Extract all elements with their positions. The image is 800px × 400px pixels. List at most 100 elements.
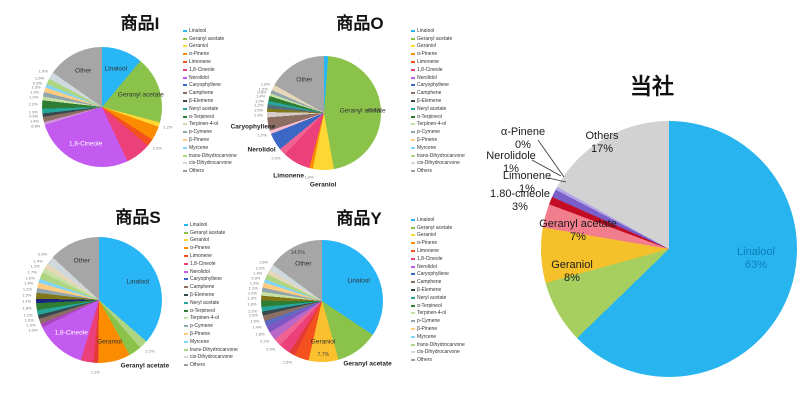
slice-label: Linalool — [104, 65, 128, 73]
slice-label: Geraniol — [97, 338, 122, 346]
minor-percent-label: 1.5% — [282, 359, 292, 365]
legend-item-label: Nerolidol — [417, 263, 437, 270]
legend-item-label: Linalool — [189, 27, 207, 34]
legend-item-label: β-Elemene — [190, 292, 215, 299]
slice-label: Other — [73, 257, 90, 265]
legend-item: Geranyl acetate — [411, 224, 483, 232]
minor-percent-label: 1.4% — [253, 270, 263, 276]
legend-item-label: Limonene — [417, 248, 439, 255]
legend-color-chip — [183, 37, 187, 40]
legend-product-i: Linalool Geranyl acetate Geraniol α-Pinene L… — [183, 27, 255, 175]
minor-percent-label: 1.4% — [256, 93, 266, 99]
minor-percent-label: 1.6% — [258, 259, 269, 265]
label-geranyl-acetate: Geranyl acetate 7% — [526, 218, 630, 243]
label-geraniol-pct: 8% — [564, 271, 580, 284]
legend-item: Camphene — [411, 278, 483, 286]
minor-percent-label: 1.0% — [304, 174, 314, 180]
legend-color-chip — [411, 296, 415, 299]
legend-color-chip — [184, 270, 188, 273]
legend-item: Linalool — [411, 216, 483, 224]
minor-percent-label: 1.8% — [22, 305, 32, 311]
legend-item: Limonene — [183, 58, 255, 66]
label-linalool-pct: 63% — [744, 258, 768, 271]
minor-percent-label: 0.8% — [257, 89, 267, 95]
minor-percent-label: 1.4% — [29, 118, 40, 124]
legend-color-chip — [411, 146, 415, 149]
legend-item: Limonene — [411, 58, 483, 66]
legend-item-label: α-Terpineol — [417, 302, 442, 309]
slice-label: Other — [75, 67, 92, 75]
label-alpha-pinene-name: α-Pinene — [500, 126, 546, 138]
minor-percent-label: 1.2% — [254, 102, 264, 108]
label-cineole-pct: 3% — [512, 200, 528, 213]
pie-product-s: Linalool 2.2% Geranyl acetate Geraniol 1.2% 1… — [22, 237, 169, 375]
minor-percent-label: 1.7% — [27, 269, 37, 275]
legend-item: β-Pinene — [411, 325, 483, 333]
legend-item-label: trans-Dihydrocarvone — [190, 346, 238, 353]
legend-color-chip — [183, 29, 187, 32]
label-nerolidole: Nerolidole 1% — [466, 150, 556, 175]
legend-color-chip — [411, 84, 415, 87]
legend-color-chip — [184, 223, 188, 226]
legend-item-label: cis-Dihydrocarvone — [417, 160, 460, 167]
label-linalool: Linalool 63% — [714, 246, 798, 271]
legend-item: Caryophyllene — [411, 82, 483, 90]
legend-item-label: Neryl acetate — [417, 294, 447, 301]
chart-title-product-i: 商品I — [120, 14, 160, 33]
legend-item: β-Elemene — [183, 97, 255, 105]
legend-color-chip — [184, 301, 188, 304]
minor-percent-label: 2.0% — [152, 145, 162, 151]
minor-percent-label: 1.5% — [22, 292, 32, 298]
label-cineole-name: 1.80-cineole — [490, 188, 550, 200]
legend-product-o: Linalool Geranyl acetate Geraniol α-Pinene L… — [411, 27, 483, 175]
label-others-pct: 17% — [590, 142, 614, 155]
label-limonene-pct: 1% — [519, 182, 535, 195]
legend-item: Caryophyllene — [411, 271, 483, 279]
slice-label: 1,8-Cineole — [68, 140, 103, 148]
legend-item: Camphene — [411, 89, 483, 97]
minor-percent-label: 0.9% — [29, 113, 39, 119]
legend-item: Camphene — [184, 283, 256, 291]
legend-item-label: Geraniol — [417, 43, 436, 50]
legend-product-s: Linalool Geranyl acetate Geraniol α-Pinene L… — [184, 221, 256, 369]
legend-item-label: 1,8-Cineole — [417, 66, 443, 73]
legend-item: Terpinen-4-ol — [411, 310, 483, 318]
legend-item: α-Pinene — [411, 239, 483, 247]
legend-item: Geraniol — [411, 232, 483, 240]
legend-color-chip — [411, 265, 415, 268]
legend-item-label: α-Terpineol — [417, 113, 442, 120]
legend-item-label: cis-Dihydrocarvone — [190, 354, 233, 361]
slice-label: Nerolidol — [247, 146, 276, 154]
legend-item-label: β-Pinene — [417, 326, 438, 333]
legend-item: p-Cymene — [411, 317, 483, 325]
legend-item: Limonene — [184, 252, 256, 260]
legend-color-chip — [184, 231, 188, 234]
legend-item: α-Terpineol — [184, 307, 256, 315]
legend-item-label: p-Cymene — [190, 323, 214, 330]
legend-color-chip — [184, 278, 188, 281]
label-limonene-name: Limonene — [502, 170, 552, 182]
legend-item-label: Terpinen-4-ol — [417, 310, 447, 317]
minor-percent-label: 1.1% — [22, 298, 32, 304]
minor-percent-label: 1.4% — [33, 258, 43, 264]
slice-label: Linalool — [347, 277, 370, 285]
minor-percent-label: 1.0% — [248, 312, 258, 318]
legend-item-label: β-Pinene — [189, 137, 210, 144]
legend-product-y: Linalool Geranyl acetate Geraniol α-Pinene L… — [411, 216, 483, 364]
minor-percent-label: 1.4% — [252, 324, 262, 330]
legend-item-label: Camphene — [189, 90, 214, 97]
slice-label: Geranyl acetate — [343, 360, 392, 368]
minor-percent-label: 1.6% — [35, 75, 45, 81]
legend-item: Linalool — [184, 221, 256, 229]
label-geranyl-acetate-name: Geranyl acetate — [539, 218, 617, 230]
minor-percent-label: 1.0% — [258, 86, 268, 92]
minor-percent-label: 0.8% — [31, 123, 41, 129]
legend-item: Camphene — [183, 89, 255, 97]
minor-percent-label: 2.2% — [28, 101, 38, 107]
legend-item-label: α-Terpineol — [190, 307, 215, 314]
minor-percent-label: 2.0% — [266, 346, 276, 352]
legend-color-chip — [184, 239, 188, 242]
legend-item: Nerolidol — [184, 268, 256, 276]
label-others-name: Others — [585, 130, 619, 142]
legend-item: α-Pinene — [183, 50, 255, 58]
